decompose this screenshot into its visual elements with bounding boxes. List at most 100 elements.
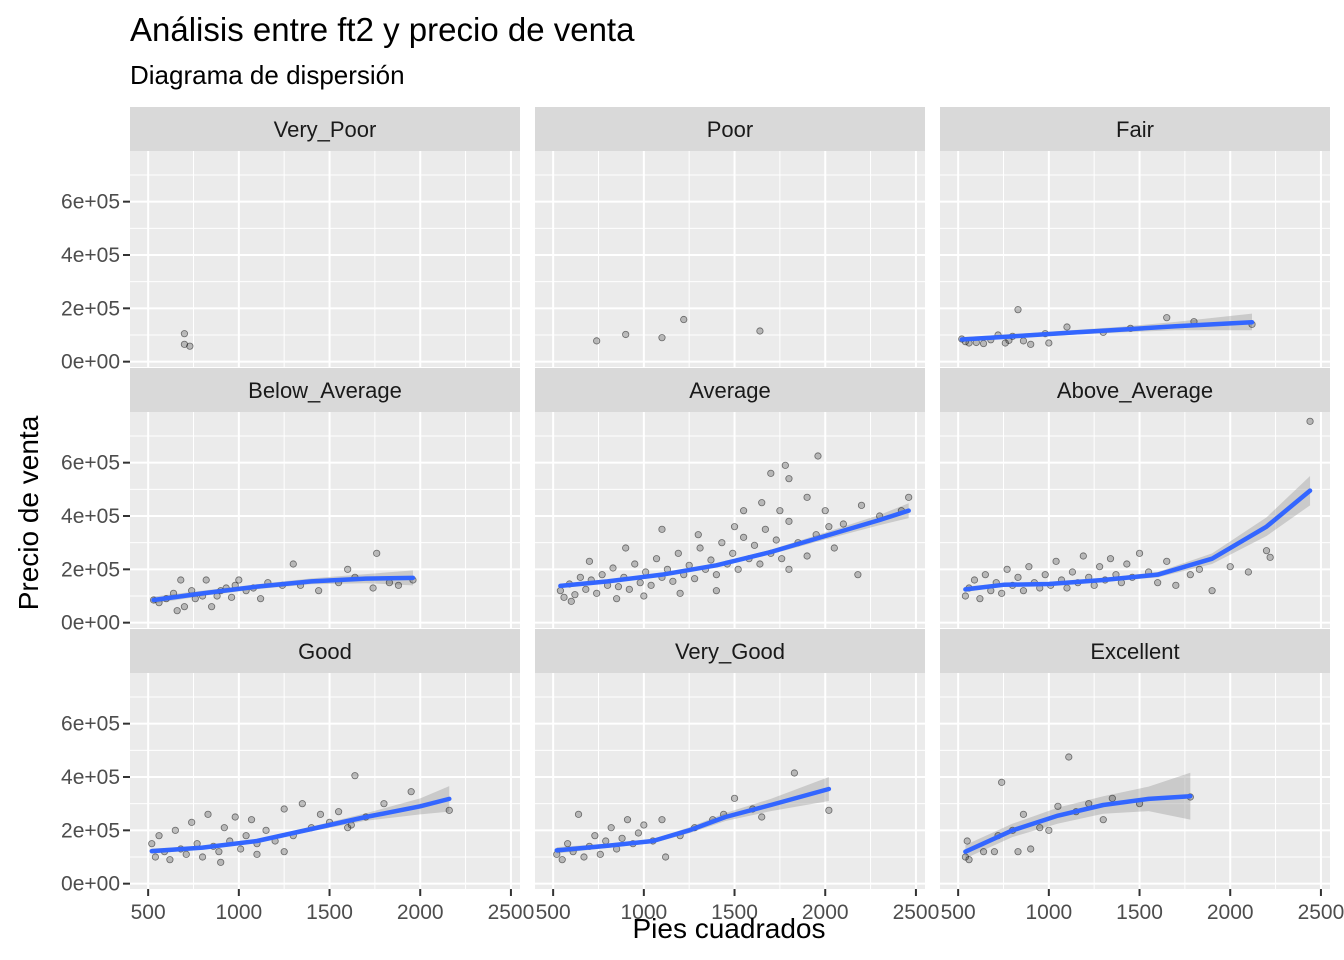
confidence-band-excellent — [965, 772, 1191, 859]
panel-bg-very-poor — [130, 151, 520, 367]
data-point — [262, 826, 270, 834]
strip-label-below-average: Below_Average — [248, 378, 402, 403]
data-point — [674, 549, 682, 557]
data-point — [1208, 587, 1216, 595]
data-point — [1163, 557, 1171, 565]
x-tick-label: 2000 — [1207, 901, 1254, 924]
data-point — [658, 334, 666, 342]
x-tick-label: 500 — [131, 901, 166, 924]
data-point — [316, 810, 325, 818]
data-point — [1001, 339, 1009, 347]
data-point — [814, 452, 822, 460]
data-point — [854, 571, 862, 579]
data-point — [1079, 552, 1087, 560]
x-tick-label: 2000 — [802, 901, 849, 924]
data-point — [215, 848, 223, 856]
y-tick-label: 0e+00 — [61, 873, 120, 896]
data-point — [839, 520, 847, 528]
data-point — [237, 845, 245, 853]
facet-very-poor: Very_Poor 0e+00 2e+05 4e+05 6e+05 — [61, 107, 520, 374]
data-point — [998, 778, 1006, 786]
data-point — [1014, 848, 1022, 856]
data-point — [740, 533, 748, 541]
data-point — [758, 499, 766, 507]
data-point — [344, 824, 352, 832]
data-point — [1065, 753, 1073, 761]
strip-label-excellent: Excellent — [1090, 639, 1179, 664]
data-point — [407, 788, 415, 796]
data-point — [718, 539, 726, 547]
strip-excellent — [940, 629, 1330, 673]
data-point — [803, 493, 811, 501]
data-point — [598, 571, 606, 579]
data-point — [647, 581, 655, 589]
strip-label-above-average: Above_Average — [1057, 378, 1213, 403]
data-point — [781, 461, 789, 469]
data-point — [182, 850, 190, 858]
x-tick-label: 1000 — [1025, 901, 1072, 924]
strip-label-good: Good — [298, 639, 352, 664]
y-axis-title: Precio de venta — [13, 415, 44, 610]
data-point — [669, 577, 677, 585]
data-point — [380, 800, 388, 808]
data-point — [640, 821, 648, 829]
y-tick-label: 6e+05 — [61, 713, 120, 736]
chart-title: Análisis entre ft2 y precio de venta — [130, 11, 635, 48]
facet-below-average: Below_Average 0e+00 2e+05 4e+05 6e+05 — [61, 368, 520, 635]
data-point — [171, 826, 179, 834]
data-point — [729, 549, 737, 557]
strip-very-good — [535, 629, 925, 673]
x-tick-label: 2500 — [893, 901, 940, 924]
data-point — [676, 589, 684, 597]
data-point — [730, 794, 739, 802]
data-point — [730, 523, 739, 531]
data-point — [767, 469, 775, 477]
data-point — [1172, 581, 1180, 589]
data-point — [981, 571, 989, 579]
x-tick-label: 500 — [941, 901, 976, 924]
data-point — [220, 824, 228, 832]
data-point — [173, 607, 181, 615]
data-point — [235, 576, 243, 584]
y-tick-label: 2e+05 — [61, 297, 120, 320]
data-point — [180, 603, 189, 611]
x-axis-title: Pies cuadrados — [632, 913, 825, 944]
x-tick-label: 500 — [536, 901, 571, 924]
strip-above-average — [940, 368, 1330, 412]
data-point — [707, 556, 715, 564]
data-point — [1019, 587, 1028, 595]
facet-very-good: Very_Good 500 1000 1500 2000 2500 — [535, 629, 939, 924]
data-point — [634, 829, 642, 837]
data-point — [1163, 314, 1171, 322]
data-point — [785, 565, 793, 573]
y-tick-label: 0e+00 — [61, 351, 120, 374]
x-tick-label: 2500 — [488, 901, 535, 924]
data-point — [740, 507, 748, 515]
data-point — [712, 587, 720, 595]
data-point — [1262, 547, 1271, 555]
data-point — [970, 576, 979, 584]
data-point — [257, 595, 265, 603]
strip-average — [535, 368, 925, 412]
data-point — [1108, 794, 1116, 802]
data-point — [622, 544, 630, 552]
data-point — [607, 824, 615, 832]
data-point — [761, 525, 769, 533]
data-point — [217, 858, 225, 866]
data-point — [1027, 340, 1035, 348]
y-tick-label: 4e+05 — [61, 505, 120, 528]
data-point — [1063, 323, 1071, 331]
data-point — [905, 493, 913, 501]
data-point — [593, 337, 601, 345]
data-point — [155, 832, 163, 840]
data-point — [758, 813, 766, 821]
data-point — [979, 339, 988, 348]
data-point — [289, 560, 297, 568]
data-point — [1195, 565, 1203, 573]
data-point — [712, 571, 720, 579]
strip-fair — [940, 107, 1330, 151]
data-point — [593, 589, 601, 597]
data-point — [680, 315, 688, 324]
data-point — [231, 813, 239, 821]
data-point — [151, 853, 159, 861]
